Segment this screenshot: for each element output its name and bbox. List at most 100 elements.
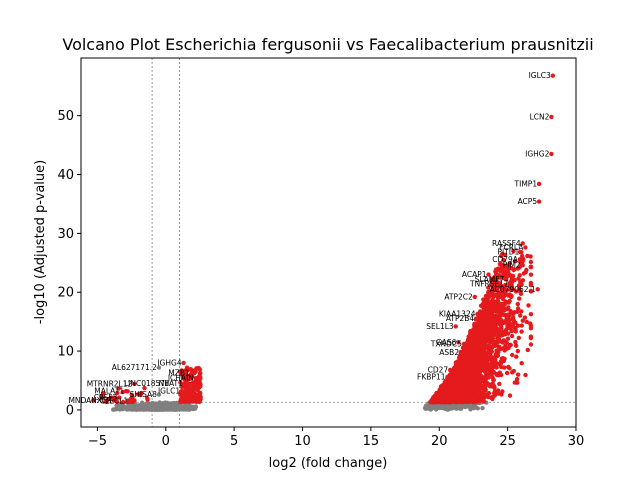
significant-point [477, 382, 482, 387]
significant-point [482, 314, 487, 320]
significant-point [444, 396, 449, 401]
significant-point [490, 313, 496, 318]
significant-point [497, 291, 503, 297]
nonsignificant-point [153, 402, 159, 408]
significant-point [512, 325, 517, 330]
significant-point [461, 341, 467, 347]
gene-label: ASB2 [439, 348, 459, 357]
significant-point [185, 378, 190, 383]
significant-point [491, 369, 496, 374]
significant-point [475, 311, 480, 317]
significant-point [519, 329, 524, 334]
significant-point [499, 325, 504, 331]
nonsignificant-point [171, 407, 176, 412]
significant-point [509, 328, 514, 334]
significant-point [479, 374, 485, 379]
significant-point [496, 391, 501, 396]
significant-point [470, 388, 475, 393]
nonsignificant-point [469, 403, 474, 409]
significant-point [474, 325, 479, 330]
significant-point [467, 394, 472, 399]
significant-point [495, 287, 500, 292]
significant-point [457, 368, 462, 374]
nonsignificant-point [129, 406, 134, 412]
significant-point [520, 263, 525, 268]
significant-point [528, 326, 534, 331]
significant-point [503, 283, 508, 288]
significant-point [513, 329, 518, 334]
significant-point [475, 372, 480, 377]
x-tick-label: 10 [294, 434, 311, 449]
significant-point [194, 366, 199, 371]
gene-labels: IGLC3LCN2IGHG2TIMP1ACP5RASSF4FCRLAPITD1C… [68, 71, 551, 405]
significant-point [513, 339, 518, 345]
significant-point [190, 392, 196, 398]
gene-label: MNDA [68, 396, 92, 405]
significant-point [462, 387, 467, 393]
significant-point [491, 284, 496, 289]
significant-point [487, 371, 492, 376]
significant-point [490, 375, 495, 380]
significant-point [515, 301, 520, 307]
significant-point [536, 199, 542, 204]
significant-point [440, 389, 446, 394]
significant-point [507, 261, 512, 266]
significant-point [479, 397, 485, 402]
significant-point [476, 358, 482, 364]
significant-point [184, 365, 190, 370]
significant-point [509, 333, 515, 339]
significant-point [474, 353, 479, 359]
significant-point [508, 308, 513, 314]
significant-point [522, 315, 528, 320]
gene-label: MZB1 [168, 368, 190, 377]
significant-point [508, 294, 514, 300]
significant-point [496, 345, 502, 350]
gene-label: IGLC1 [158, 387, 180, 396]
significant-point [507, 393, 513, 398]
significant-point [525, 347, 530, 353]
significant-point [142, 385, 147, 391]
significant-point [120, 389, 126, 395]
significant-point [185, 384, 190, 390]
significant-point [519, 361, 524, 366]
nonsignificant-point [480, 405, 485, 411]
gene-label: KIAA1324 [439, 310, 476, 319]
significant-point [517, 273, 522, 278]
significant-point [178, 369, 183, 375]
significant-point [515, 266, 520, 271]
significant-point [500, 264, 505, 270]
significant-point [517, 286, 522, 292]
significant-point [504, 264, 510, 269]
significant-point [528, 342, 534, 347]
significant-point [487, 382, 493, 387]
significant-point [473, 366, 478, 372]
significant-point [468, 365, 473, 370]
significant-point [100, 395, 105, 400]
significant-point [528, 259, 534, 265]
significant-point [487, 339, 492, 345]
significant-point [525, 253, 530, 259]
significant-point [510, 273, 516, 279]
significant-point [486, 356, 492, 361]
gene-label: AL627171.2 [112, 363, 157, 372]
significant-point [451, 376, 457, 381]
significant-point [523, 372, 528, 378]
significant-point [482, 345, 487, 350]
significant-point [550, 73, 555, 78]
significant-point [506, 300, 511, 305]
nonsignificant-point [156, 392, 162, 397]
nonsignificant-point [159, 402, 165, 408]
significant-point [515, 348, 520, 354]
significant-point [483, 320, 488, 325]
y-tick-label: 40 [57, 168, 74, 183]
significant-point [129, 392, 134, 397]
significant-point [511, 267, 517, 272]
significant-point [511, 248, 516, 254]
significant-point [486, 285, 491, 290]
nonsignificant-point [165, 402, 170, 407]
significant-point [517, 296, 522, 301]
significant-point [476, 337, 481, 343]
gene-label: GAS6 [436, 338, 457, 347]
significant-point [515, 306, 521, 311]
significant-point [120, 399, 126, 405]
